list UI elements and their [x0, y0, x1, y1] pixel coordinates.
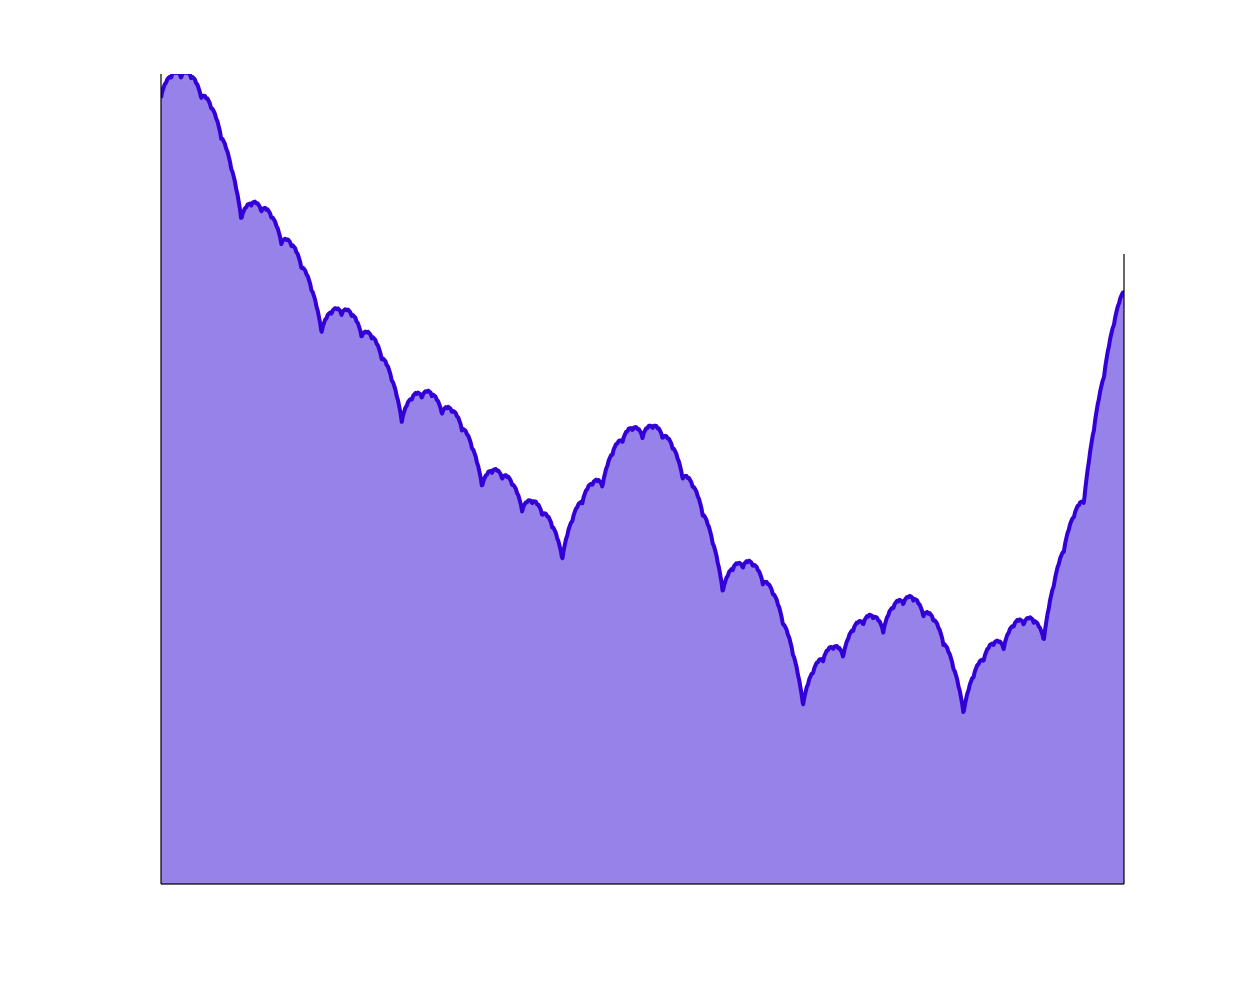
series-line-layer: [161, 74, 1124, 715]
axes-frame: [160, 74, 1125, 885]
area-fill-layer: [161, 74, 1124, 884]
series-line: [161, 74, 1124, 715]
series-area-fill: [161, 74, 1124, 884]
